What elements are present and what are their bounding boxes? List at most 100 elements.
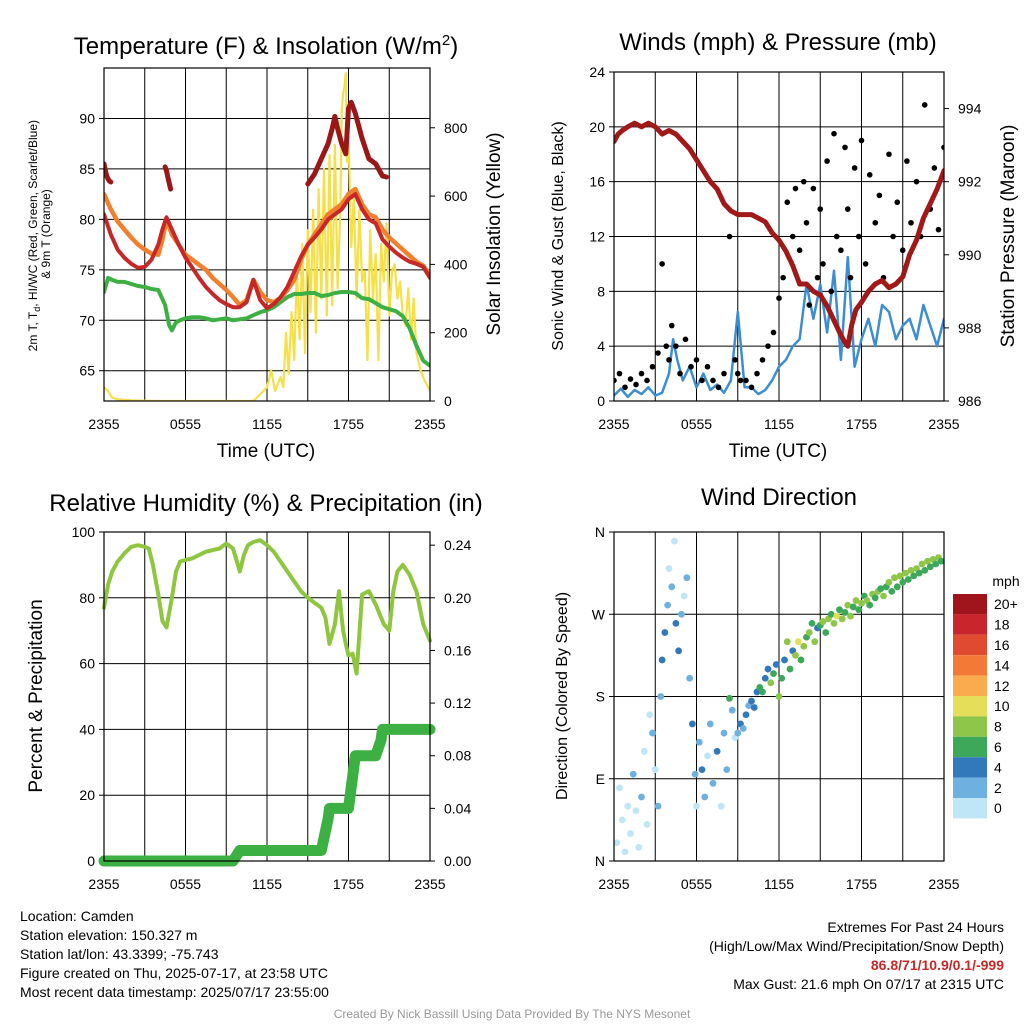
direction-point xyxy=(805,629,813,636)
relative-humidity-line xyxy=(102,538,432,676)
direction-point xyxy=(683,574,691,582)
gust-point xyxy=(886,151,892,158)
y-tick-label: N xyxy=(595,524,605,540)
plot-frame xyxy=(613,71,945,402)
gust-point xyxy=(668,322,675,329)
gust-point xyxy=(748,384,755,391)
legend-swatch xyxy=(953,696,987,717)
direction-point xyxy=(797,656,805,664)
direction-point xyxy=(668,583,676,591)
gust-point xyxy=(710,377,716,384)
gust-point xyxy=(833,233,840,240)
gust-point xyxy=(921,102,928,108)
direction-point xyxy=(651,766,659,774)
y-tick-label: 20 xyxy=(589,119,605,135)
direction-point xyxy=(701,793,709,801)
legend-label: 6 xyxy=(994,739,1002,755)
direction-point xyxy=(677,610,685,618)
winds-title: Winds (mph) & Pressure (mb) xyxy=(619,29,936,56)
direction-point xyxy=(847,612,854,620)
gust-point xyxy=(866,172,873,178)
legend-label: 2 xyxy=(994,780,1002,796)
gust-point xyxy=(810,185,817,192)
gust-point xyxy=(872,219,879,226)
temperature-y2label: Solar Insolation (Yellow) xyxy=(484,132,505,335)
y2-tick-label: 600 xyxy=(444,188,468,204)
direction-point xyxy=(709,779,717,787)
direction-point xyxy=(723,766,731,774)
gust-point xyxy=(792,185,799,192)
direction-point xyxy=(706,720,714,728)
direction-point xyxy=(899,578,907,586)
credit-text: Created By Nick Bassill Using Data Provi… xyxy=(333,1007,691,1021)
direction-point xyxy=(764,665,772,673)
x-tick-label: 0555 xyxy=(170,416,201,432)
legend-swatch xyxy=(953,614,987,635)
direction-point xyxy=(713,747,721,755)
gust-point xyxy=(666,357,672,363)
temp-9m-line xyxy=(104,186,430,308)
gust-point xyxy=(800,178,807,185)
legend-swatch xyxy=(953,757,987,778)
direction-point xyxy=(734,729,742,737)
direction-point xyxy=(893,583,901,591)
direction-point xyxy=(748,697,755,705)
pressure-line xyxy=(614,120,944,349)
temperature-title: Temperature (F) & Insolation (W/m2) xyxy=(74,32,458,60)
direction-point xyxy=(693,802,700,810)
humidity-plot: 2355 0555 1155 1755 2355 0 20 40 60 80 100 0.00 0.04… xyxy=(72,524,472,892)
gust-point xyxy=(633,381,639,388)
x-tick-label: 1755 xyxy=(846,876,877,892)
x-tick-label: 2355 xyxy=(88,416,119,432)
location-text: Location: Camden xyxy=(20,908,134,924)
y-tick-label: N xyxy=(595,853,605,869)
direction-point xyxy=(811,638,819,646)
winds-y2label: Station Pressure (Maroon) xyxy=(998,125,1019,348)
gust-point xyxy=(627,376,634,382)
direction-point xyxy=(728,706,736,714)
direction-point xyxy=(902,569,909,577)
legend-label: 14 xyxy=(994,657,1010,673)
temperature-plot: 2355 0555 1155 1755 2355 65 70 75 80 85 90 0 200 400 6… xyxy=(79,67,468,432)
y2-tick-label: 0.20 xyxy=(444,590,471,606)
direction-point xyxy=(904,576,912,583)
gust-point xyxy=(754,370,760,377)
direction-point xyxy=(819,618,827,625)
gust-point xyxy=(765,343,771,349)
legend-swatch xyxy=(953,594,987,615)
gust-point xyxy=(796,247,803,254)
y-tick-label: 60 xyxy=(79,656,95,672)
heat-index-line xyxy=(305,99,389,187)
gust-point xyxy=(820,261,826,267)
x-tick-label: 1755 xyxy=(333,876,364,892)
gust-point xyxy=(663,343,670,349)
legend-label: 0 xyxy=(994,800,1002,816)
temperature-xlabel: Time (UTC) xyxy=(217,441,316,462)
gust-point xyxy=(838,247,844,254)
direction-point xyxy=(616,784,623,792)
direction-point xyxy=(833,612,841,620)
direction-point xyxy=(665,565,673,572)
gust-point xyxy=(890,233,896,240)
direction-point xyxy=(885,578,893,586)
direction-point xyxy=(632,807,640,815)
direction-point xyxy=(836,606,843,614)
gust-point xyxy=(844,206,851,212)
x-tick-label: 2355 xyxy=(928,876,959,892)
direction-point xyxy=(800,642,808,650)
winds-series xyxy=(614,102,944,399)
direction-point xyxy=(822,629,830,636)
x-tick-label: 1755 xyxy=(846,416,877,432)
direction-point xyxy=(657,693,665,700)
x-tick-label: 0555 xyxy=(170,876,201,892)
dew-point-line xyxy=(104,275,430,368)
legend-title: mph xyxy=(992,573,1019,589)
direction-point xyxy=(827,610,835,618)
y2-tick-label: 400 xyxy=(444,256,468,272)
direction-point xyxy=(891,574,898,582)
direction-point xyxy=(926,563,934,571)
y-tick-label: 8 xyxy=(597,283,605,299)
x-tick-label: 1155 xyxy=(252,416,282,432)
